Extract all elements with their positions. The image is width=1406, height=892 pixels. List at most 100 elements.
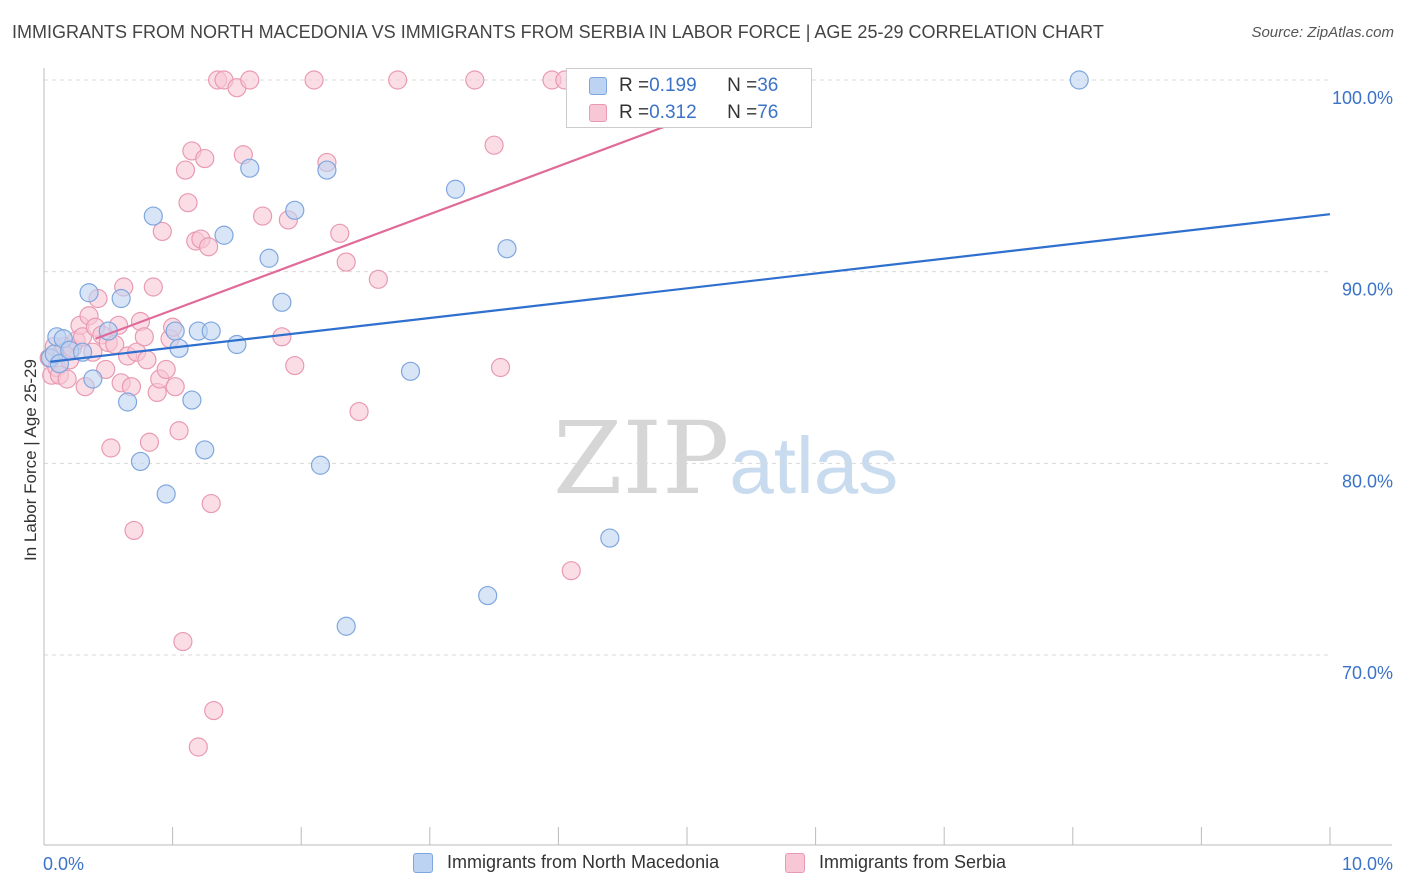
data-point-serbia	[96, 359, 116, 380]
data-point-north-macedonia	[214, 225, 234, 245]
correlation-legend: R = 0.199 N = 36 R = 0.312 N = 76	[566, 68, 812, 128]
data-point-serbia	[199, 237, 219, 257]
data-point-serbia	[204, 700, 224, 721]
data-point-serbia	[484, 135, 504, 155]
legend-r-label: R =	[619, 102, 650, 123]
data-point-north-macedonia	[1069, 70, 1089, 90]
data-point-serbia	[57, 369, 77, 389]
data-point-serbia	[253, 206, 273, 226]
legend-row-north-macedonia: R = 0.199 N = 36	[589, 75, 778, 97]
data-point-serbia	[188, 737, 208, 757]
watermark: ZIPatlas	[553, 400, 898, 517]
data-point-north-macedonia	[111, 288, 131, 309]
legend-label: Immigrants from Serbia	[819, 852, 1007, 872]
data-point-serbia	[101, 438, 121, 458]
data-point-serbia	[165, 377, 185, 397]
data-point-serbia	[156, 359, 176, 380]
data-point-serbia	[124, 520, 144, 541]
data-point-north-macedonia	[182, 390, 202, 410]
y-tick-label: 90.0%	[1342, 280, 1393, 300]
legend-n-label: N =	[727, 102, 758, 123]
data-point-north-macedonia	[336, 616, 356, 636]
legend-swatch-pink	[589, 104, 607, 122]
data-point-serbia	[201, 493, 221, 514]
data-point-serbia	[285, 355, 305, 376]
x-tick-label: 10.0%	[1342, 854, 1393, 874]
data-point-north-macedonia	[79, 283, 99, 303]
legend-row-serbia: R = 0.312 N = 76	[589, 102, 778, 124]
data-point-serbia	[152, 221, 172, 242]
data-point-serbia	[143, 277, 163, 297]
data-point-serbia	[137, 350, 157, 370]
data-point-serbia	[388, 70, 408, 90]
data-point-north-macedonia	[600, 528, 620, 548]
chart-title: IMMIGRANTS FROM NORTH MACEDONIA VS IMMIG…	[12, 22, 1104, 42]
series-north-macedonia-points	[40, 70, 1089, 636]
legend-r-value: 0.312	[649, 102, 697, 123]
data-point-north-macedonia	[165, 321, 185, 341]
data-point-serbia	[368, 269, 388, 289]
data-point-serbia	[349, 401, 369, 422]
data-point-north-macedonia	[445, 179, 466, 199]
legend-swatch-blue	[413, 852, 433, 873]
data-point-serbia	[490, 357, 511, 378]
legend-n-label: N =	[727, 75, 758, 96]
data-point-north-macedonia	[497, 239, 517, 259]
legend-item-serbia: Immigrants from Serbia	[785, 852, 1006, 873]
data-point-north-macedonia	[400, 361, 421, 381]
data-point-serbia	[169, 421, 189, 441]
data-point-serbia	[173, 631, 193, 652]
data-point-north-macedonia	[83, 369, 103, 389]
watermark-atlas: atlas	[729, 421, 899, 510]
data-point-north-macedonia	[285, 200, 305, 220]
legend-r-value: 0.199	[649, 75, 697, 96]
data-point-serbia	[330, 223, 350, 243]
data-point-serbia	[465, 70, 485, 90]
y-tick-label: 70.0%	[1342, 663, 1393, 683]
trend-lines	[50, 117, 1331, 363]
axes	[43, 68, 1392, 846]
tick-labels: 100.0% 90.0% 80.0% 70.0% 0.0% 10.0%	[43, 88, 1393, 874]
data-point-serbia	[336, 252, 356, 272]
source-credit: Source: ZipAtlas.com	[1251, 24, 1394, 41]
legend-item-north-macedonia: Immigrants from North Macedonia	[413, 852, 719, 873]
data-point-north-macedonia	[240, 158, 260, 178]
y-axis-label: In Labor Force | Age 25-29	[21, 359, 40, 561]
watermark-zip: ZIP	[553, 400, 730, 517]
data-point-north-macedonia	[117, 392, 138, 412]
gridlines	[44, 79, 1330, 656]
legend-swatch-blue	[589, 77, 607, 95]
data-point-serbia	[178, 193, 198, 213]
series-legend: Immigrants from North Macedonia Immigran…	[0, 852, 1406, 876]
data-point-north-macedonia	[201, 321, 221, 341]
trend-line-serbia	[95, 117, 688, 340]
x-tick-label: 0.0%	[43, 854, 84, 874]
y-tick-label: 80.0%	[1342, 471, 1393, 491]
data-point-serbia	[175, 160, 196, 180]
data-point-north-macedonia	[156, 484, 176, 504]
data-point-north-macedonia	[478, 585, 498, 606]
data-point-north-macedonia	[227, 334, 247, 355]
data-point-north-macedonia	[317, 160, 337, 180]
legend-n-value: 76	[757, 102, 779, 123]
data-point-serbia	[139, 432, 160, 452]
data-point-serbia	[195, 148, 215, 169]
data-point-north-macedonia	[195, 440, 215, 460]
legend-swatch-pink	[785, 852, 805, 873]
legend-label: Immigrants from North Macedonia	[447, 852, 720, 872]
data-point-north-macedonia	[130, 451, 151, 472]
data-point-serbia	[561, 561, 581, 581]
trend-line-north-macedonia	[50, 213, 1331, 363]
data-point-north-macedonia	[259, 248, 279, 268]
data-point-serbia	[134, 327, 154, 347]
data-point-north-macedonia	[272, 292, 292, 312]
data-point-serbia	[304, 70, 324, 90]
data-point-serbia	[240, 70, 260, 90]
data-point-north-macedonia	[143, 206, 163, 226]
y-tick-label: 100.0%	[1332, 88, 1393, 108]
series-serbia-points	[39, 70, 581, 757]
legend-n-value: 36	[757, 75, 779, 96]
data-point-north-macedonia	[310, 455, 331, 475]
legend-r-label: R =	[619, 75, 650, 96]
